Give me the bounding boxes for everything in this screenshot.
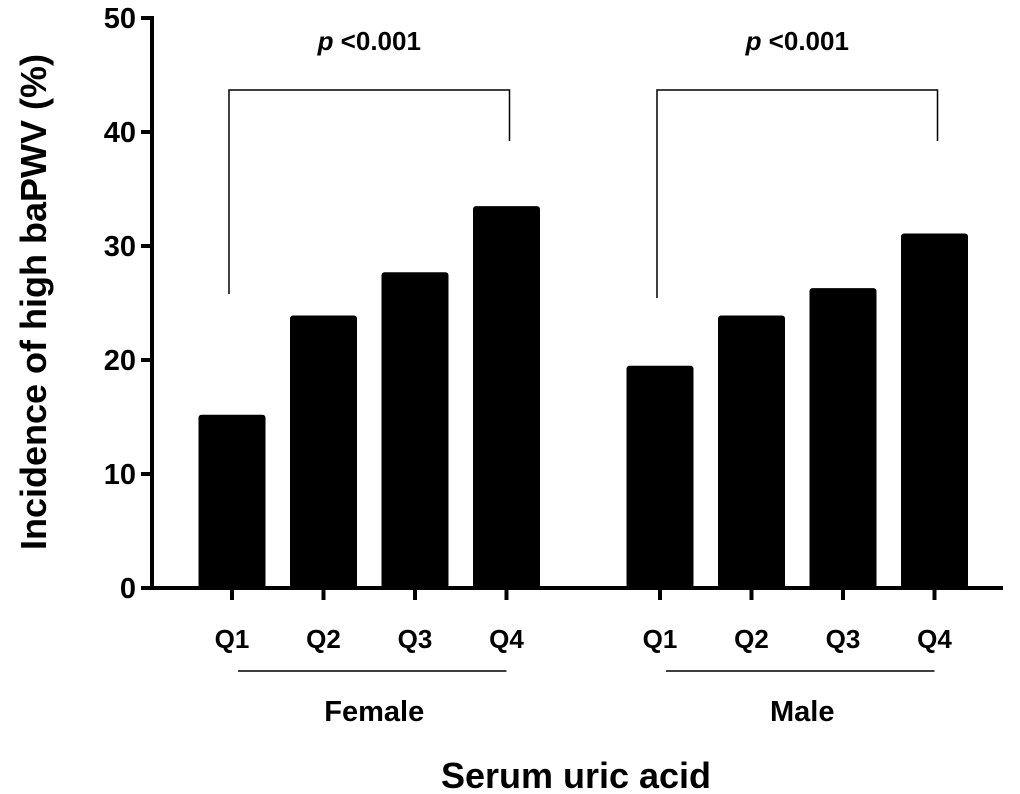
bar-female-q1 bbox=[198, 414, 266, 588]
bar-male-q3 bbox=[809, 288, 877, 588]
significance-label: p <0.001 bbox=[317, 26, 421, 56]
y-axis-title: Incidence of high baPWV (%) bbox=[13, 54, 54, 550]
x-tick-label: Q1 bbox=[215, 624, 250, 654]
x-tick-label: Q2 bbox=[734, 624, 769, 654]
x-axis-title: Serum uric acid bbox=[441, 755, 711, 794]
significance-bracket bbox=[228, 89, 511, 294]
bar-female-q2 bbox=[290, 315, 357, 588]
x-tick-label: Q4 bbox=[917, 624, 952, 654]
bar-female-q3 bbox=[381, 272, 449, 588]
bar-female-q4 bbox=[473, 206, 540, 588]
y-tick-label: 30 bbox=[104, 231, 136, 263]
y-tick-label: 10 bbox=[104, 459, 136, 491]
y-tick-label: 40 bbox=[104, 117, 136, 149]
bar-male-q2 bbox=[718, 315, 785, 588]
x-tick-label: Q4 bbox=[489, 624, 524, 654]
y-tick-label: 20 bbox=[104, 345, 136, 377]
group-label-male: Male bbox=[770, 696, 834, 728]
significance-bracket bbox=[656, 89, 939, 298]
x-tick-label: Q3 bbox=[398, 624, 433, 654]
significance-label: p <0.001 bbox=[745, 26, 849, 56]
y-tick-label: 50 bbox=[104, 3, 136, 35]
y-tick-label: 0 bbox=[120, 573, 136, 605]
x-tick-label: Q3 bbox=[826, 624, 861, 654]
bar-male-q4 bbox=[901, 233, 968, 588]
bar-male-q1 bbox=[626, 365, 694, 588]
plot-area: 0 10 20 30 40 50 Q1 Q2 Q3 Q4 Female p <0.001 Q1 Q2 Q3 Q… bbox=[104, 3, 1003, 728]
x-tick-label: Q1 bbox=[643, 624, 678, 654]
x-tick-label: Q2 bbox=[306, 624, 341, 654]
group-label-female: Female bbox=[324, 696, 424, 728]
